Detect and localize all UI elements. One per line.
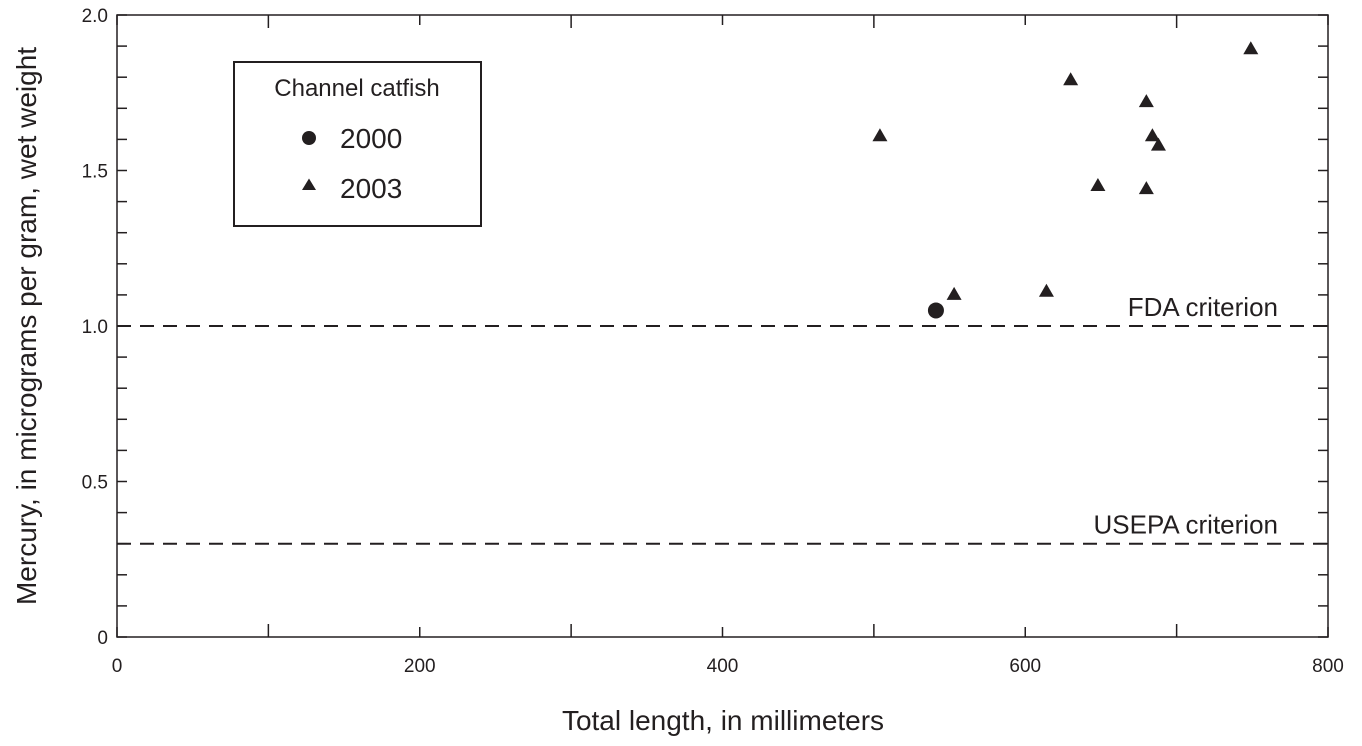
legend-label-2003: 2003: [340, 173, 402, 204]
y-axis-title: Mercury, in micrograms per gram, wet wei…: [11, 47, 42, 605]
legend-title: Channel catfish: [274, 75, 439, 102]
legend-marker-2003: [302, 178, 316, 190]
x-tick-label: 800: [1312, 656, 1344, 677]
y-tick-label: 1.0: [82, 317, 108, 338]
legend-label-2000: 2000: [340, 123, 402, 154]
data-point-2003: [1090, 178, 1106, 192]
y-tick-label: 0: [97, 628, 108, 649]
data-points: [872, 41, 1259, 319]
data-point-2003: [1138, 181, 1154, 195]
data-point-2003: [946, 286, 962, 300]
reference-lines: FDA criterion USEPA criterion: [117, 292, 1328, 545]
x-tick-label: 0: [112, 656, 123, 677]
data-point-2003: [872, 128, 888, 142]
x-tick-label: 600: [1009, 656, 1041, 677]
x-tick-label: 400: [707, 656, 739, 677]
legend: Channel catfish 2000 2003: [233, 61, 482, 227]
x-tick-label: 200: [404, 656, 436, 677]
data-point-2003: [1063, 72, 1079, 86]
data-point-2003: [1150, 137, 1166, 151]
reference-line-label: FDA criterion: [1128, 292, 1278, 322]
axis-ticks: [116, 14, 1329, 638]
y-tick-labels: 0 0.5 1.0 1.5 2.0: [82, 6, 108, 649]
reference-line-label: USEPA criterion: [1094, 510, 1278, 540]
y-tick-label: 2.0: [82, 6, 108, 27]
x-tick-labels: 0 200 400 600 800: [112, 656, 1344, 677]
data-point-2003: [1243, 41, 1259, 55]
data-point-2003: [1138, 94, 1154, 108]
legend-box: [233, 61, 482, 227]
legend-marker-2000: [302, 131, 316, 145]
data-point-2003: [1144, 128, 1160, 142]
data-point-2003: [1038, 283, 1054, 297]
data-point-2000: [927, 302, 944, 319]
y-tick-label: 0.5: [82, 473, 108, 494]
y-tick-label: 1.5: [82, 162, 108, 183]
x-axis-title: Total length, in millimeters: [562, 705, 884, 736]
